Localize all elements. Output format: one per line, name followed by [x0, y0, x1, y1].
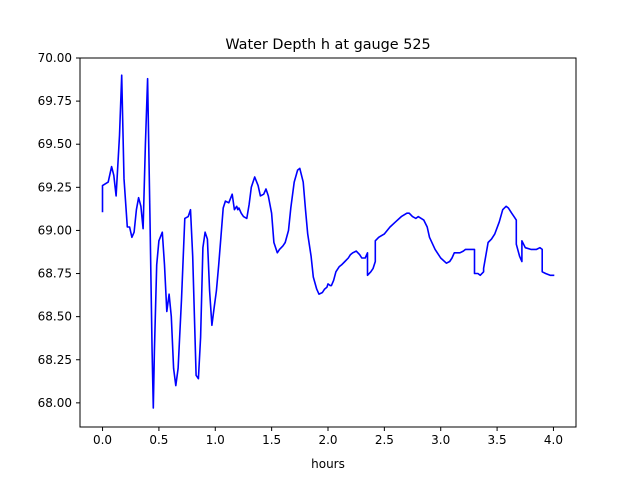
y-tick-label: 69.25 — [38, 180, 72, 194]
x-axis-label: hours — [311, 457, 345, 471]
y-tick-label: 68.75 — [38, 267, 72, 281]
y-tick-label: 68.50 — [38, 310, 72, 324]
chart-title: Water Depth h at gauge 525 — [225, 37, 430, 53]
x-tick-label: 1.5 — [262, 433, 281, 447]
y-tick-label: 69.75 — [38, 94, 72, 108]
x-axis: 0.0 0.5 1.0 1.5 2.0 2.5 3.0 3.5 4.0 — [93, 427, 563, 447]
x-tick-label: 4.0 — [544, 433, 563, 447]
x-tick-label: 3.5 — [488, 433, 507, 447]
plot-area — [101, 74, 555, 409]
x-tick-label: 2.5 — [375, 433, 394, 447]
y-axis: 68.00 68.25 68.50 68.75 69.00 69.25 69.50 69.75… — [38, 51, 80, 410]
x-tick-label: 1.0 — [206, 433, 225, 447]
x-tick-label: 0.5 — [149, 433, 168, 447]
x-tick-label: 3.0 — [431, 433, 450, 447]
series-line-water-depth — [101, 74, 555, 409]
y-tick-label: 68.25 — [38, 353, 72, 367]
x-tick-label: 2.0 — [318, 433, 337, 447]
x-tick-label: 0.0 — [93, 433, 112, 447]
y-tick-label: 69.50 — [38, 137, 72, 151]
y-tick-label: 68.00 — [38, 396, 72, 410]
y-tick-label: 70.00 — [38, 51, 72, 65]
y-tick-label: 69.00 — [38, 223, 72, 237]
